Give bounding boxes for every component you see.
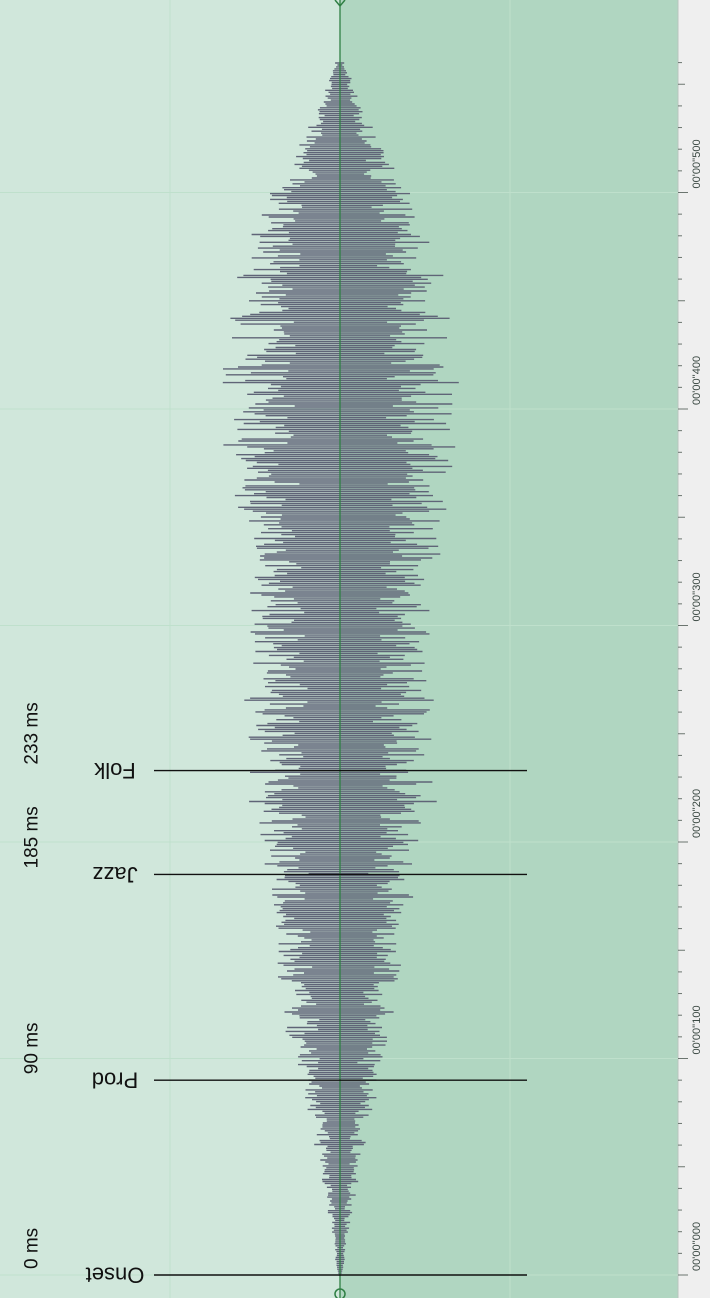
marker-name-label: Onset [86, 1263, 145, 1288]
marker-time-label: 233 ms [22, 702, 43, 764]
ruler-background [678, 0, 710, 1298]
ruler-label: 00'00''500 [691, 139, 703, 188]
marker-folk[interactable]: Folk 233 ms [22, 702, 528, 783]
marker-time-label: 185 ms [22, 806, 43, 868]
marker-prod[interactable]: Prod 90 ms [22, 1022, 528, 1093]
ruler-label: 00'00''100 [691, 1005, 703, 1054]
marker-jazz[interactable]: Jazz 185 ms [22, 806, 528, 887]
playhead-handle-top[interactable] [334, 0, 346, 8]
ruler-label: 00'00''200 [691, 789, 703, 838]
playhead-handle-bottom[interactable] [334, 1288, 346, 1298]
ruler-label: 00'00''000 [691, 1222, 703, 1271]
ruler-label: 00'00''400 [691, 356, 703, 405]
marker-name-label: Jazz [92, 862, 137, 887]
marker-time-label: 90 ms [22, 1022, 43, 1074]
marker-time-label: 0 ms [22, 1228, 43, 1269]
marker-name-label: Prod [92, 1068, 138, 1093]
marker-name-label: Folk [93, 758, 136, 783]
time-ruler[interactable]: 00'00''000 00'00''100 00'00''200 00'00''300… [678, 62, 703, 1276]
marker-onset[interactable]: Onset 0 ms [22, 1228, 528, 1288]
marker-lane[interactable]: Onset 0 ms Prod 90 ms Jazz 185 ms Folk 233 ms [22, 702, 528, 1288]
ruler-label: 00'00''300 [691, 572, 703, 621]
